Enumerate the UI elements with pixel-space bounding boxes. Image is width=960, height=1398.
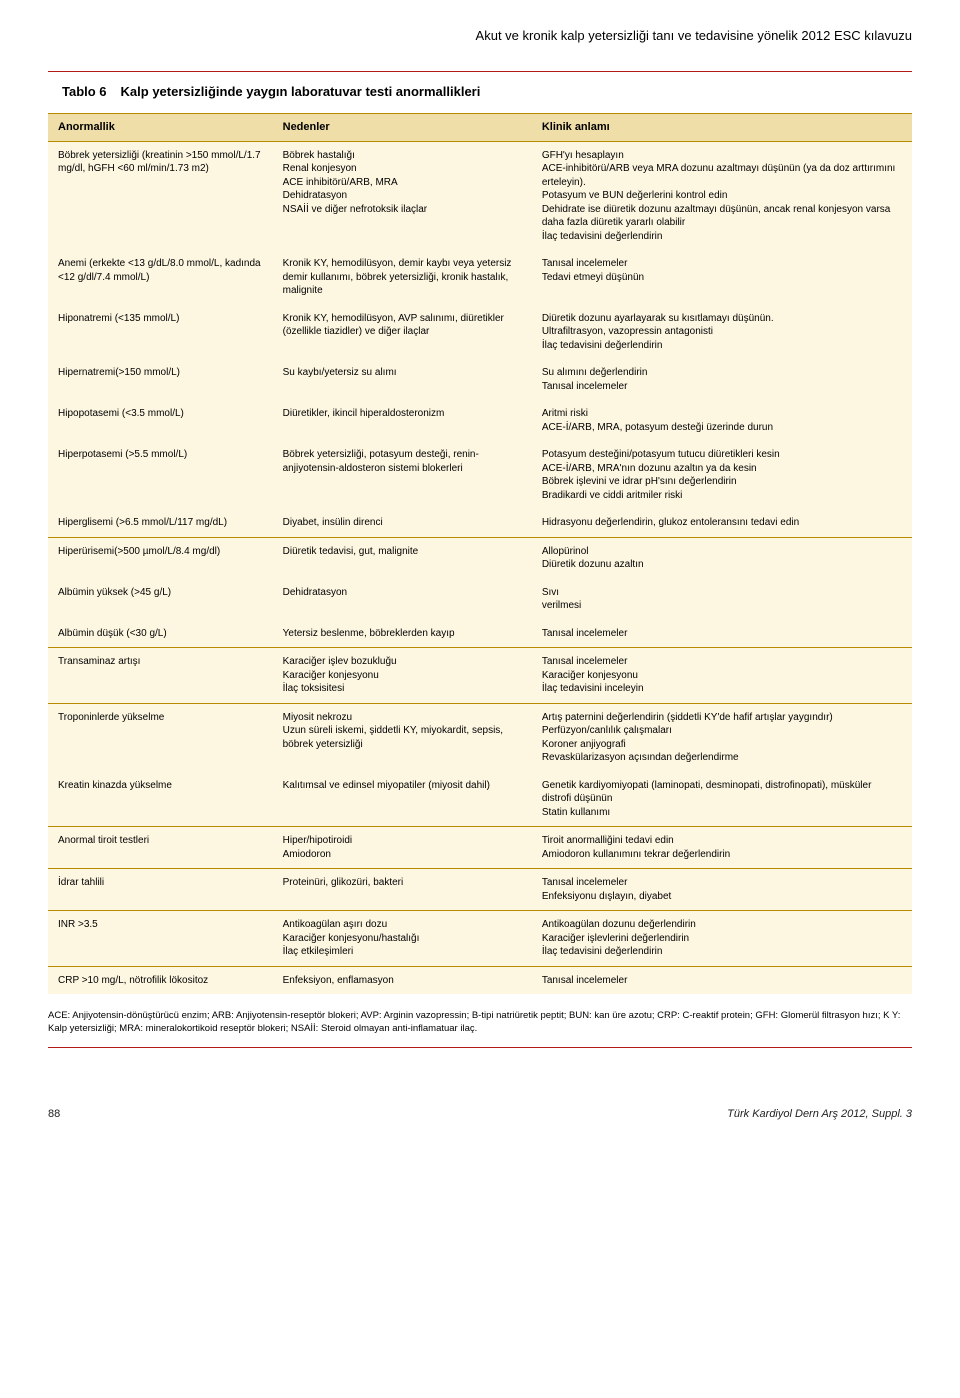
table-cell: Karaciğer işlev bozukluğuKaraciğer konje…: [273, 648, 532, 704]
table-cell: Hiper/hipotiroidiAmiodoron: [273, 827, 532, 869]
table-cell: Anormal tiroit testleri: [48, 827, 273, 869]
table-label: Tablo 6: [62, 84, 107, 99]
table-cell: Transaminaz artışı: [48, 648, 273, 704]
running-head: Akut ve kronik kalp yetersizliği tanı ve…: [48, 28, 912, 43]
table-title: Tablo 6 Kalp yetersizliğinde yaygın labor…: [62, 84, 912, 99]
table-row: Hipernatremi(>150 mmol/L)Su kaybı/yeters…: [48, 359, 912, 400]
page-number: 88: [48, 1108, 60, 1120]
table-row: Kreatin kinazda yükselmeKalıtımsal ve ed…: [48, 772, 912, 827]
journal-reference: Türk Kardiyol Dern Arş 2012, Suppl. 3: [727, 1108, 912, 1120]
table-cell: Hiperürisemi(>500 µmol/L/8.4 mg/dl): [48, 537, 273, 579]
table-cell: Tanısal incelemeler: [532, 966, 912, 994]
table-cell: Artış paternini değerlendirin (şiddetli …: [532, 703, 912, 772]
table-cell: Albümin yüksek (>45 g/L): [48, 579, 273, 620]
table-cell: Tanısal incelemeler: [532, 620, 912, 648]
table-title-text: Kalp yetersizliğinde yaygın laboratuvar …: [121, 84, 481, 99]
table-cell: AllopürinolDiüretik dozunu azaltın: [532, 537, 912, 579]
table-row: Albümin düşük (<30 g/L)Yetersiz beslenme…: [48, 620, 912, 648]
table-cell: Troponinlerde yükselme: [48, 703, 273, 772]
table-cell: Enfeksiyon, enflamasyon: [273, 966, 532, 994]
table-cell: Proteinüri, glikozüri, bakteri: [273, 869, 532, 911]
table-row: Hiperürisemi(>500 µmol/L/8.4 mg/dl)Diüre…: [48, 537, 912, 579]
table-cell: Böbrek hastalığıRenal konjesyonACE inhib…: [273, 141, 532, 250]
table-cell: Böbrek yetersizliği, potasyum desteği, r…: [273, 441, 532, 509]
page-footer: 88 Türk Kardiyol Dern Arş 2012, Suppl. 3: [48, 1108, 912, 1120]
table-row: CRP >10 mg/L, nötrofilik lökositozEnfeks…: [48, 966, 912, 994]
table-cell: Hiperpotasemi (>5.5 mmol/L): [48, 441, 273, 509]
table-row: Hipopotasemi (<3.5 mmol/L)Diüretikler, i…: [48, 400, 912, 441]
table-cell: Aritmi riskiACE-İ/ARB, MRA, potasyum des…: [532, 400, 912, 441]
table-cell: Kalıtımsal ve edinsel miyopatiler (miyos…: [273, 772, 532, 827]
lab-abnormalities-table: Anormallik Nedenler Klinik anlamı Böbrek…: [48, 113, 912, 994]
table-row: Anormal tiroit testleriHiper/hipotiroidi…: [48, 827, 912, 869]
table-row: Troponinlerde yükselmeMiyosit nekrozuUzu…: [48, 703, 912, 772]
table-row: İdrar tahliliProteinüri, glikozüri, bakt…: [48, 869, 912, 911]
table-cell: GFH'yı hesaplayınACE-inhibitörü/ARB veya…: [532, 141, 912, 250]
table-cell: Antikoagülan aşırı dozuKaraciğer konjesy…: [273, 911, 532, 967]
table-cell: Tanısal incelemelerTedavi etmeyi düşünün: [532, 250, 912, 305]
table-cell: Hidrasyonu değerlendirin, glukoz entoler…: [532, 509, 912, 537]
table-row: Transaminaz artışıKaraciğer işlev bozukl…: [48, 648, 912, 704]
table-cell: Hiperglisemi (>6.5 mmol/L/117 mg/dL): [48, 509, 273, 537]
table-cell: Miyosit nekrozuUzun süreli iskemi, şidde…: [273, 703, 532, 772]
table-cell: Su kaybı/yetersiz su alımı: [273, 359, 532, 400]
table-cell: Hiponatremi (<135 mmol/L): [48, 305, 273, 360]
table-cell: Su alımını değerlendirinTanısal inceleme…: [532, 359, 912, 400]
col-header-causes: Nedenler: [273, 114, 532, 142]
col-header-meaning: Klinik anlamı: [532, 114, 912, 142]
table-cell: Genetik kardiyomiyopati (laminopati, des…: [532, 772, 912, 827]
table-cell: Potasyum desteğini/potasyum tutucu diüre…: [532, 441, 912, 509]
table-cell: Hipernatremi(>150 mmol/L): [48, 359, 273, 400]
table-cell: Diyabet, insülin direnci: [273, 509, 532, 537]
table-cell: Dehidratasyon: [273, 579, 532, 620]
table-cell: Hipopotasemi (<3.5 mmol/L): [48, 400, 273, 441]
table-row: Albümin yüksek (>45 g/L)DehidratasyonSıv…: [48, 579, 912, 620]
col-header-anomaly: Anormallik: [48, 114, 273, 142]
table-row: Hiponatremi (<135 mmol/L)Kronik KY, hemo…: [48, 305, 912, 360]
table-cell: Diüretik tedavisi, gut, malignite: [273, 537, 532, 579]
table-row: INR >3.5Antikoagülan aşırı dozuKaraciğer…: [48, 911, 912, 967]
table-row: Anemi (erkekte <13 g/dL/8.0 mmol/L, kadı…: [48, 250, 912, 305]
table-header-row: Anormallik Nedenler Klinik anlamı: [48, 114, 912, 142]
table-row: Böbrek yetersizliği (kreatinin >150 mmol…: [48, 141, 912, 250]
table-cell: Diüretik dozunu ayarlayarak su kısıtlama…: [532, 305, 912, 360]
table-cell: Tanısal incelemelerEnfeksiyonu dışlayın,…: [532, 869, 912, 911]
table-cell: Böbrek yetersizliği (kreatinin >150 mmol…: [48, 141, 273, 250]
table-cell: Yetersiz beslenme, böbreklerden kayıp: [273, 620, 532, 648]
table-cell: Diüretikler, ikincil hiperaldosteronizm: [273, 400, 532, 441]
table-footnote: ACE: Anjiyotensin-dönüştürücü enzim; ARB…: [48, 1010, 912, 1035]
table-cell: İdrar tahlili: [48, 869, 273, 911]
table-cell: Kronik KY, hemodilüsyon, AVP salınımı, d…: [273, 305, 532, 360]
table-cell: Anemi (erkekte <13 g/dL/8.0 mmol/L, kadı…: [48, 250, 273, 305]
table-container: Tablo 6 Kalp yetersizliğinde yaygın labor…: [48, 71, 912, 1048]
table-cell: Albümin düşük (<30 g/L): [48, 620, 273, 648]
document-page: Akut ve kronik kalp yetersizliği tanı ve…: [0, 0, 960, 1140]
table-cell: Tiroit anormalliğini tedavi edinAmiodoro…: [532, 827, 912, 869]
table-cell: INR >3.5: [48, 911, 273, 967]
table-body: Böbrek yetersizliği (kreatinin >150 mmol…: [48, 141, 912, 994]
table-cell: Tanısal incelemelerKaraciğer konjesyonuİ…: [532, 648, 912, 704]
table-cell: Kronik KY, hemodilüsyon, demir kaybı vey…: [273, 250, 532, 305]
table-cell: Kreatin kinazda yükselme: [48, 772, 273, 827]
table-row: Hiperpotasemi (>5.5 mmol/L)Böbrek yeters…: [48, 441, 912, 509]
table-cell: CRP >10 mg/L, nötrofilik lökositoz: [48, 966, 273, 994]
table-cell: Sıvıverilmesi: [532, 579, 912, 620]
table-row: Hiperglisemi (>6.5 mmol/L/117 mg/dL)Diya…: [48, 509, 912, 537]
table-cell: Antikoagülan dozunu değerlendirinKaraciğ…: [532, 911, 912, 967]
